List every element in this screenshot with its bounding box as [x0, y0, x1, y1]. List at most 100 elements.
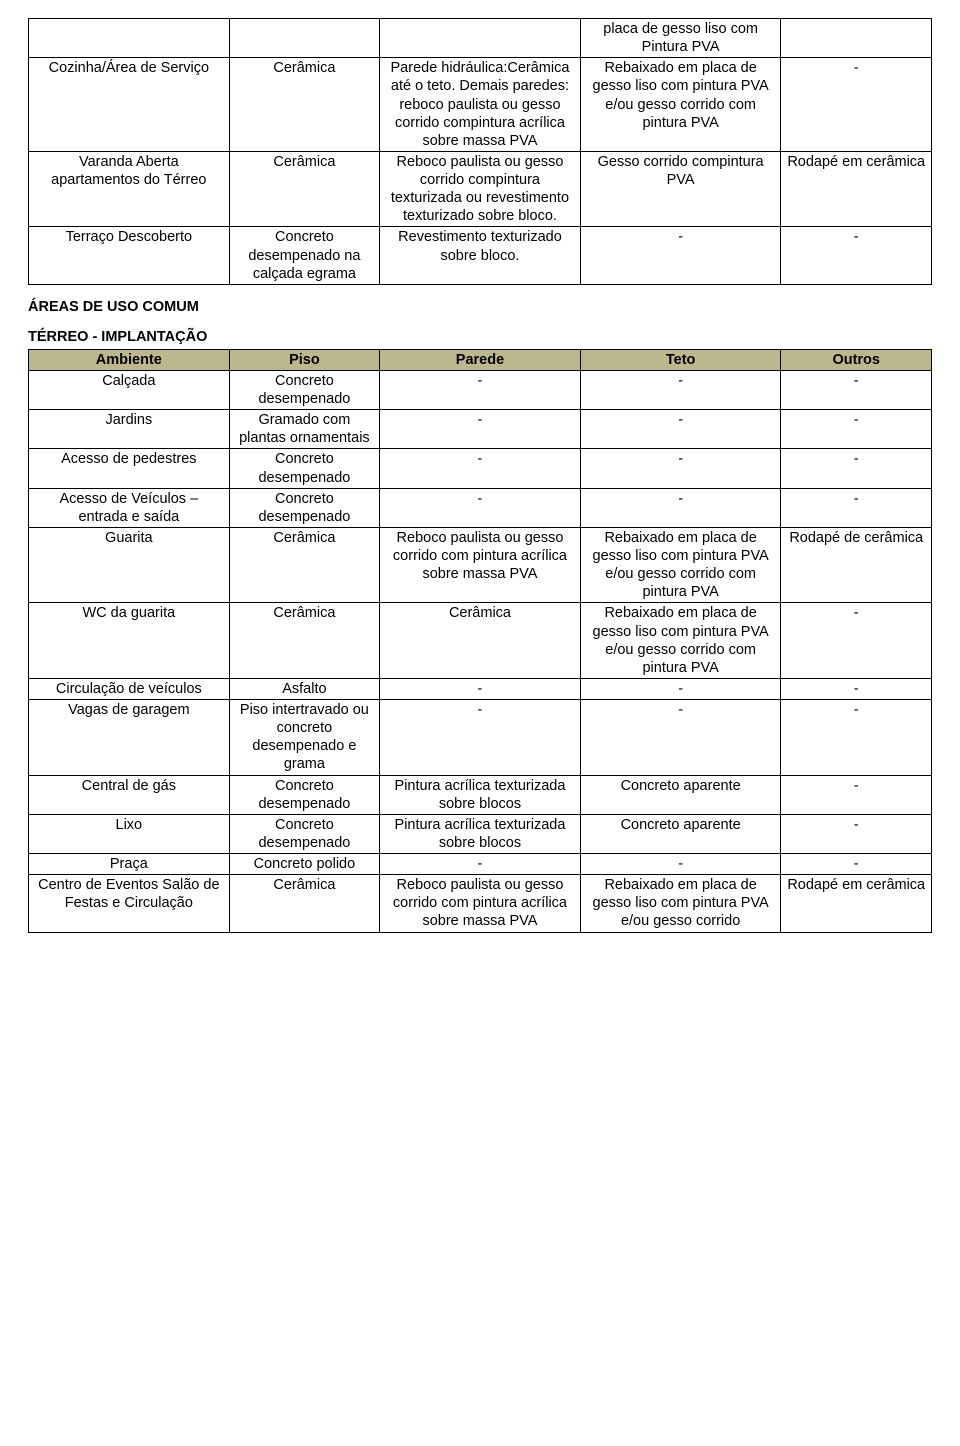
table-unidades-continuacao: placa de gesso liso com Pintura PVACozin… — [28, 18, 932, 285]
table-cell: Piso intertravado ou concreto desempenad… — [229, 700, 379, 776]
table-row: LixoConcreto desempenadoPintura acrílica… — [29, 814, 932, 853]
table-cell: Rebaixado em placa de gesso liso com pin… — [580, 527, 781, 603]
table-cell: Pintura acrílica texturizada sobre bloco… — [380, 814, 581, 853]
table-cell: - — [781, 58, 932, 152]
table-cell: Concreto desempenado — [229, 775, 379, 814]
table-row: Central de gásConcreto desempenadoPintur… — [29, 775, 932, 814]
table-row: WC da guaritaCerâmicaCerâmicaRebaixado e… — [29, 603, 932, 679]
table-cell: Cerâmica — [229, 527, 379, 603]
table-cell: - — [380, 678, 581, 699]
col-ambiente: Ambiente — [29, 349, 230, 370]
table-cell: Rodapé em cerâmica — [781, 151, 932, 227]
table-cell: - — [580, 488, 781, 527]
table-row: Varanda Aberta apartamentos do TérreoCer… — [29, 151, 932, 227]
table-cell: Jardins — [29, 410, 230, 449]
table-cell: Guarita — [29, 527, 230, 603]
table-cell: - — [781, 854, 932, 875]
table-cell: - — [380, 854, 581, 875]
table-cell: Cerâmica — [229, 58, 379, 152]
table-cell: - — [781, 603, 932, 679]
heading-terreo-implantacao: TÉRREO - IMPLANTAÇÃO — [28, 329, 932, 345]
table-cell: Praça — [29, 854, 230, 875]
table-cell: Rebaixado em placa de gesso liso com pin… — [580, 875, 781, 932]
table-row: Cozinha/Área de ServiçoCerâmicaParede hi… — [29, 58, 932, 152]
table-cell: Concreto desempenado — [229, 449, 379, 488]
table-cell: Asfalto — [229, 678, 379, 699]
table-row: Vagas de garagemPiso intertravado ou con… — [29, 700, 932, 776]
table-cell: - — [781, 370, 932, 409]
table-cell: Cozinha/Área de Serviço — [29, 58, 230, 152]
table-cell: Concreto desempenado — [229, 488, 379, 527]
table-row: Centro de Eventos Salão de Festas e Circ… — [29, 875, 932, 932]
table-cell — [29, 19, 230, 58]
table-cell: - — [580, 700, 781, 776]
table-row: GuaritaCerâmicaReboco paulista ou gesso … — [29, 527, 932, 603]
table-cell: - — [781, 410, 932, 449]
table-cell: - — [580, 370, 781, 409]
table-cell: Cerâmica — [229, 875, 379, 932]
table-cell: - — [580, 854, 781, 875]
table-cell: Gramado com plantas ornamentais — [229, 410, 379, 449]
table-row: CalçadaConcreto desempenado--- — [29, 370, 932, 409]
table-cell: Reboco paulista ou gesso corrido com pin… — [380, 527, 581, 603]
table-cell: - — [380, 700, 581, 776]
table-cell: Cerâmica — [380, 603, 581, 679]
table-cell: Rebaixado em placa de gesso liso com pin… — [580, 603, 781, 679]
table-cell: Acesso de Veículos – entrada e saída — [29, 488, 230, 527]
table-cell: Concreto aparente — [580, 814, 781, 853]
table-cell: - — [380, 449, 581, 488]
table-row: Terraço DescobertoConcreto desempenado n… — [29, 227, 932, 284]
table-row: Acesso de pedestresConcreto desempenado-… — [29, 449, 932, 488]
col-parede: Parede — [380, 349, 581, 370]
table-cell: Rodapé em cerâmica — [781, 875, 932, 932]
table-terreo-implantacao: Ambiente Piso Parede Teto Outros Calçada… — [28, 349, 932, 933]
table-cell: - — [781, 678, 932, 699]
table-cell: - — [580, 678, 781, 699]
table-cell: - — [380, 410, 581, 449]
table-cell: - — [781, 700, 932, 776]
table-cell: Pintura acrílica texturizada sobre bloco… — [380, 775, 581, 814]
table-cell: Concreto desempenado — [229, 370, 379, 409]
table-row: Acesso de Veículos – entrada e saídaConc… — [29, 488, 932, 527]
table-cell: Rebaixado em placa de gesso liso com pin… — [580, 58, 781, 152]
table-row: placa de gesso liso com Pintura PVA — [29, 19, 932, 58]
table-cell: Central de gás — [29, 775, 230, 814]
table-cell: Cerâmica — [229, 603, 379, 679]
table-cell: - — [580, 227, 781, 284]
table-cell: Parede hidráulica:Cerâmica até o teto. D… — [380, 58, 581, 152]
table-cell: - — [380, 488, 581, 527]
table-cell: Calçada — [29, 370, 230, 409]
table-cell: Cerâmica — [229, 151, 379, 227]
table-row: JardinsGramado com plantas ornamentais--… — [29, 410, 932, 449]
table-cell: Vagas de garagem — [29, 700, 230, 776]
table-cell: Circulação de veículos — [29, 678, 230, 699]
table-cell: Terraço Descoberto — [29, 227, 230, 284]
table-cell: Concreto desempenado na calçada egrama — [229, 227, 379, 284]
table-cell: - — [380, 370, 581, 409]
table-cell — [380, 19, 581, 58]
table-cell: - — [781, 814, 932, 853]
table-cell: Revestimento texturizado sobre bloco. — [380, 227, 581, 284]
table-row: PraçaConcreto polido--- — [29, 854, 932, 875]
table-cell: Concreto desempenado — [229, 814, 379, 853]
col-piso: Piso — [229, 349, 379, 370]
table-cell: - — [580, 449, 781, 488]
table-cell: Rodapé de cerâmica — [781, 527, 932, 603]
table-cell: - — [781, 775, 932, 814]
table-cell: Concreto polido — [229, 854, 379, 875]
table-cell: - — [781, 227, 932, 284]
table-cell: - — [781, 449, 932, 488]
table-cell — [781, 19, 932, 58]
table-cell: Centro de Eventos Salão de Festas e Circ… — [29, 875, 230, 932]
table-cell: Reboco paulista ou gesso corrido compint… — [380, 151, 581, 227]
col-outros: Outros — [781, 349, 932, 370]
table-cell: WC da guarita — [29, 603, 230, 679]
table-cell: placa de gesso liso com Pintura PVA — [580, 19, 781, 58]
table-cell: Gesso corrido compintura PVA — [580, 151, 781, 227]
table-cell: Acesso de pedestres — [29, 449, 230, 488]
table-cell: Concreto aparente — [580, 775, 781, 814]
table-cell: Reboco paulista ou gesso corrido com pin… — [380, 875, 581, 932]
table-cell: - — [580, 410, 781, 449]
table-cell — [229, 19, 379, 58]
table-cell: - — [781, 488, 932, 527]
